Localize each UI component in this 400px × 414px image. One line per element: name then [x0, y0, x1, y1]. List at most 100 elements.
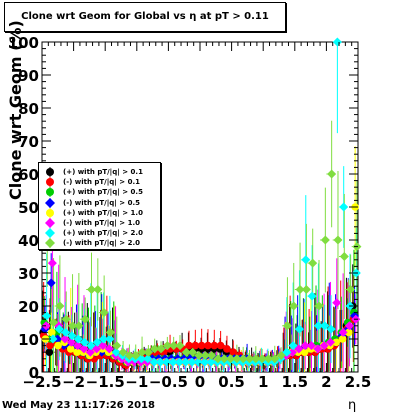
- data-point: [245, 354, 254, 364]
- data-point: [66, 337, 76, 347]
- data-point: [204, 341, 212, 350]
- legend-marker: [45, 197, 55, 208]
- data-point: [104, 344, 114, 354]
- data-point: [223, 345, 231, 353]
- data-point: [320, 321, 330, 331]
- data-point: [68, 321, 78, 331]
- data-point: [61, 314, 71, 324]
- data-point: [46, 278, 56, 288]
- data-point: [333, 235, 343, 245]
- axes: −2.5 −2 −1.5 −1 −0.5 0 0.5 1 1.5 2 2.5 0 10 20 30 40 50 6…: [8, 34, 372, 391]
- y-tick-label: 80: [18, 100, 39, 118]
- data-point: [294, 344, 304, 354]
- data-point: [87, 285, 96, 294]
- data-point: [226, 354, 236, 364]
- legend-item: (+) with pT/|q| > 0.1: [39, 167, 160, 177]
- data-point: [216, 341, 225, 350]
- data-point: [47, 328, 56, 337]
- data-point: [98, 341, 108, 351]
- data-point: [41, 321, 51, 331]
- data-point: [92, 337, 102, 347]
- data-point: [344, 321, 354, 331]
- legend-item: (+) with pT/|q| > 0.5: [39, 187, 160, 198]
- data-point: [345, 328, 353, 337]
- data-point: [149, 357, 159, 367]
- data-point: [327, 169, 337, 179]
- data-point: [150, 344, 160, 354]
- data-point: [207, 351, 217, 360]
- data-point: [194, 351, 204, 360]
- data-point: [162, 357, 172, 367]
- legend-marker: [45, 218, 55, 228]
- data-point: [181, 357, 191, 367]
- y-tick-label: 90: [18, 67, 39, 85]
- data-point: [188, 347, 198, 357]
- y-tick-label: 40: [18, 232, 39, 250]
- data-point: [45, 348, 54, 357]
- legend-label: (-) with pT/|q| > 1.0: [63, 219, 140, 227]
- data-point: [93, 285, 103, 294]
- legend-marker: [46, 177, 54, 188]
- data-point: [332, 298, 342, 308]
- data-point: [66, 345, 75, 353]
- legend-item: (-) with pT/|q| > 2.0: [39, 238, 160, 249]
- data-point: [288, 347, 298, 357]
- data-point: [307, 291, 317, 301]
- data-point: [263, 354, 273, 364]
- legend-item: (+) with pT/|q| > 1.0: [39, 207, 160, 218]
- data-point: [60, 334, 70, 344]
- y-axis-label: Clone wrt Geom (%): [6, 20, 25, 200]
- data-point: [131, 351, 141, 360]
- data-point: [300, 341, 310, 351]
- data-point: [313, 321, 323, 331]
- x-tick-label: 1: [258, 373, 268, 391]
- data-point: [111, 347, 121, 357]
- data-point: [54, 324, 64, 334]
- data-point: [181, 347, 191, 357]
- y-tick-label: 60: [18, 166, 39, 184]
- data-point: [282, 347, 292, 357]
- data-point: [332, 37, 342, 47]
- data-point: [73, 341, 83, 351]
- data-point: [206, 357, 216, 367]
- data-point: [332, 338, 340, 347]
- data-point: [200, 357, 210, 367]
- legend-label: (+) with pT/|q| > 0.5: [63, 188, 143, 197]
- data-point: [80, 337, 90, 347]
- x-tick-label: −2.5: [22, 373, 61, 391]
- legend-label: (-) with pT/|q| > 0.5: [63, 198, 140, 207]
- data-point: [105, 334, 115, 344]
- data-point: [320, 235, 330, 245]
- data-point: [319, 341, 329, 351]
- data-point: [156, 344, 166, 354]
- data-point: [49, 318, 59, 327]
- legend-marker: [46, 167, 54, 177]
- data-point: [232, 354, 242, 364]
- data-point: [219, 354, 229, 364]
- data-point: [300, 348, 309, 357]
- data-point: [42, 311, 52, 321]
- data-point: [73, 348, 81, 357]
- data-point: [74, 321, 84, 331]
- legend-label: (-) with pT/|q| > 0.1: [63, 178, 140, 187]
- data-point: [270, 354, 280, 364]
- data-point: [47, 258, 57, 268]
- data-point: [346, 285, 356, 294]
- data-point: [301, 285, 311, 294]
- y-tick-label: 50: [18, 199, 39, 217]
- data-point: [112, 341, 122, 351]
- x-tick-label: 0.5: [218, 373, 245, 391]
- legend-item: (-) with pT/|q| > 0.5: [39, 197, 160, 208]
- x-tick-label: −1: [125, 373, 148, 391]
- x-tick-label: −2: [62, 373, 85, 391]
- data-point: [46, 341, 54, 350]
- data-point: [136, 354, 146, 364]
- data-point: [251, 354, 261, 364]
- data-point: [54, 341, 62, 350]
- data-point: [99, 334, 109, 344]
- data-point: [67, 331, 77, 341]
- data-point: [155, 357, 165, 367]
- data-point: [229, 348, 238, 357]
- legend-label: (+) with pT/|q| > 0.1: [63, 168, 143, 176]
- data-point: [197, 341, 206, 350]
